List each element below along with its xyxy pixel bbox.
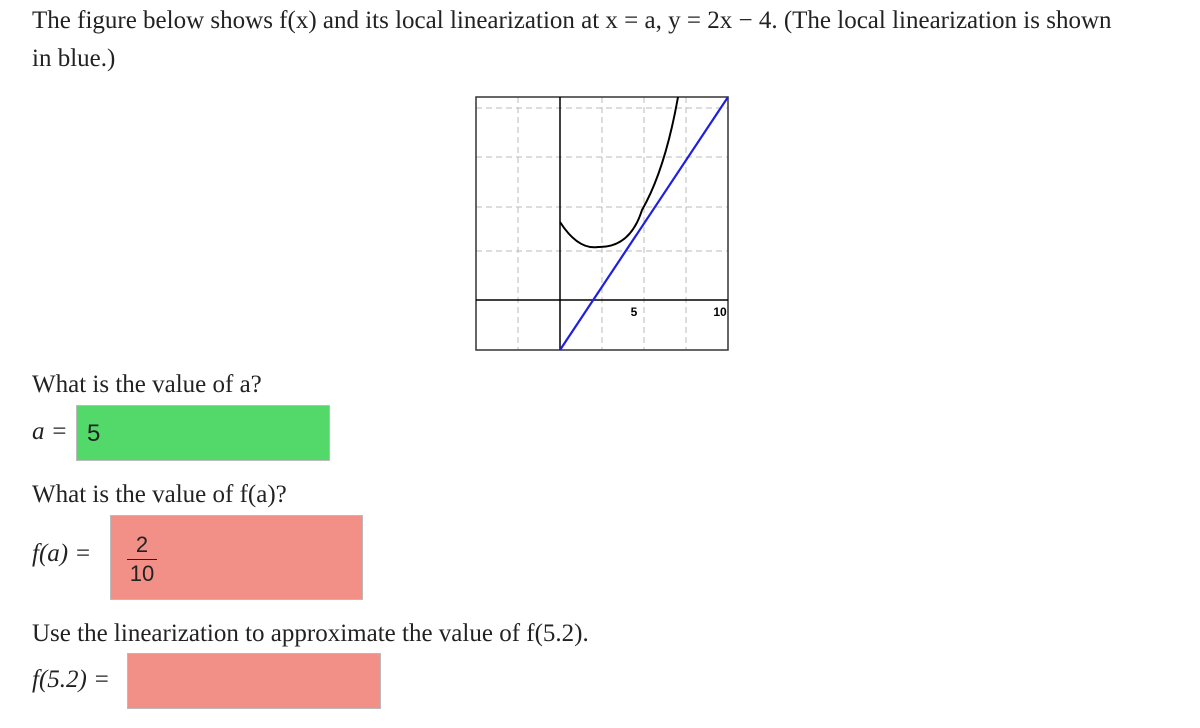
answer-label: f(a) = bbox=[32, 540, 92, 567]
answer-label: a = bbox=[32, 418, 68, 445]
fraction-bar bbox=[127, 559, 157, 560]
denominator: 10 bbox=[129, 561, 155, 586]
frame bbox=[475, 96, 729, 351]
answer-input[interactable]: 2 10 bbox=[110, 515, 363, 600]
x-tick-label: 5 bbox=[631, 305, 638, 319]
question-prompt: What is the value of f(a)? bbox=[32, 481, 287, 508]
grid bbox=[476, 97, 728, 350]
x-tick-label: 10 bbox=[713, 305, 727, 319]
numerator: 2 bbox=[135, 532, 149, 557]
answer-label: f(5.2) = bbox=[32, 666, 110, 693]
intro-text: The figure below shows f(x) and its loca… bbox=[32, 7, 1112, 72]
linearization-line bbox=[559, 96, 729, 351]
figure: 5 10 bbox=[475, 96, 729, 351]
question-prompt: What is the value of a? bbox=[32, 371, 262, 398]
function-curve bbox=[559, 96, 679, 249]
question-prompt: Use the linearization to approximate the… bbox=[32, 620, 589, 647]
answer-input[interactable]: 5 bbox=[76, 405, 330, 461]
answer-input[interactable] bbox=[127, 653, 381, 709]
